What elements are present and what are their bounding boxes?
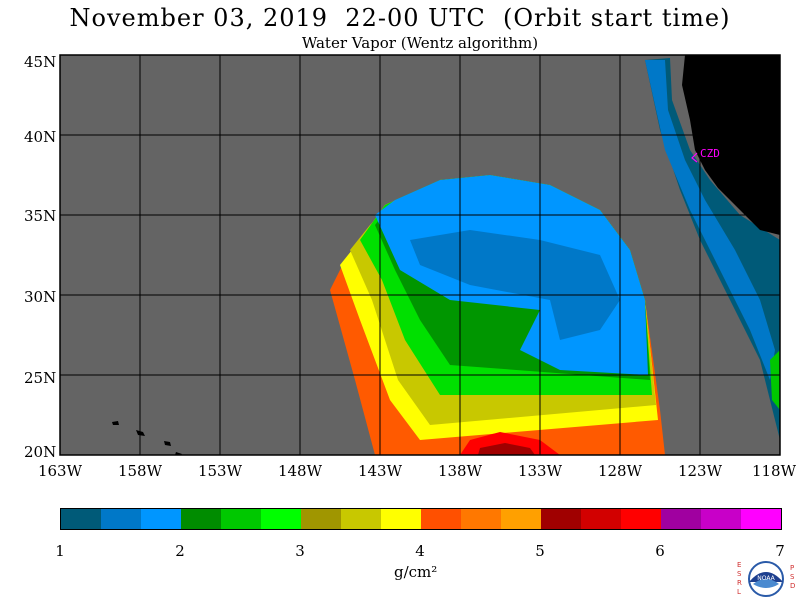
colorbar-tick-7: 7 <box>775 542 785 560</box>
colorbar-tick-4: 4 <box>415 542 425 560</box>
lon-label-153w: 153W <box>197 462 243 480</box>
logo-letter-r: R <box>737 579 742 587</box>
colorbar-tick-2: 2 <box>175 542 185 560</box>
colorbar-cell <box>701 509 741 529</box>
swath-darkred-core <box>478 443 535 455</box>
chart-title: November 03, 2019 22-00 UTC (Orbit start… <box>69 4 731 32</box>
colorbar-cell <box>61 509 101 529</box>
colorbar-tick-3: 3 <box>295 542 305 560</box>
colorbar-cell <box>101 509 141 529</box>
logo-letter-s2: S <box>790 573 795 581</box>
lon-label-118w: 118W <box>751 462 797 480</box>
lat-label-45n: 45N <box>24 53 57 71</box>
colorbar-cell <box>261 509 301 529</box>
lat-label-40n: 40N <box>24 128 57 146</box>
lon-label-138w: 138W <box>437 462 483 480</box>
colorbar-unit-label: g/cm² <box>394 563 438 581</box>
colorbar-cell <box>421 509 461 529</box>
map-frame <box>59 54 781 456</box>
lon-label-128w: 128W <box>597 462 643 480</box>
lat-label-20n: 20N <box>24 443 57 461</box>
colorbar-cell <box>621 509 661 529</box>
chart-subtitle: Water Vapor (Wentz algorithm) <box>301 34 539 52</box>
lon-label-148w: 148W <box>277 462 323 480</box>
lon-label-133w: 133W <box>517 462 563 480</box>
logo-letter-e: E <box>737 561 741 569</box>
coastal-swath-blue <box>645 60 775 380</box>
lat-label-35n: 35N <box>24 207 57 225</box>
colorbar-cell <box>541 509 581 529</box>
colorbar-tick-6: 6 <box>655 542 665 560</box>
logo-letter-d: D <box>790 582 795 590</box>
colorbar-cell <box>221 509 261 529</box>
logo-letter-p: P <box>790 564 794 572</box>
coastal-green <box>770 350 780 410</box>
colorbar-cell <box>661 509 701 529</box>
colorbar-cell <box>301 509 341 529</box>
lon-label-143w: 143W <box>357 462 403 480</box>
logo-letter-s: S <box>737 570 742 578</box>
noaa-esrl-psd-logo: E S R L P S D NOAA <box>737 561 795 597</box>
colorbar-cell <box>181 509 221 529</box>
colorbar-cell <box>741 509 781 529</box>
logo-letter-l: L <box>737 588 741 596</box>
colorbar-cell <box>141 509 181 529</box>
map-grid <box>60 55 780 455</box>
colorbar-cell <box>501 509 541 529</box>
colorbar-cell <box>341 509 381 529</box>
station-label: CZD <box>700 147 720 160</box>
water-vapor-map: CZD <box>59 54 781 456</box>
lon-label-163w: 163W <box>37 462 83 480</box>
lat-label-25n: 25N <box>24 369 57 387</box>
colorbar-tick-1: 1 <box>55 542 65 560</box>
colorbar-cell <box>381 509 421 529</box>
lat-label-30n: 30N <box>24 288 57 306</box>
station-marker <box>691 152 698 163</box>
colorbar-cell <box>581 509 621 529</box>
lon-label-123w: 123W <box>677 462 723 480</box>
lon-label-158w: 158W <box>117 462 163 480</box>
land-mass <box>682 55 780 235</box>
colorbar <box>60 508 782 530</box>
logo-center-text: NOAA <box>757 575 775 582</box>
colorbar-cell <box>461 509 501 529</box>
colorbar-tick-5: 5 <box>535 542 545 560</box>
swath-midblue-patches <box>410 230 620 340</box>
